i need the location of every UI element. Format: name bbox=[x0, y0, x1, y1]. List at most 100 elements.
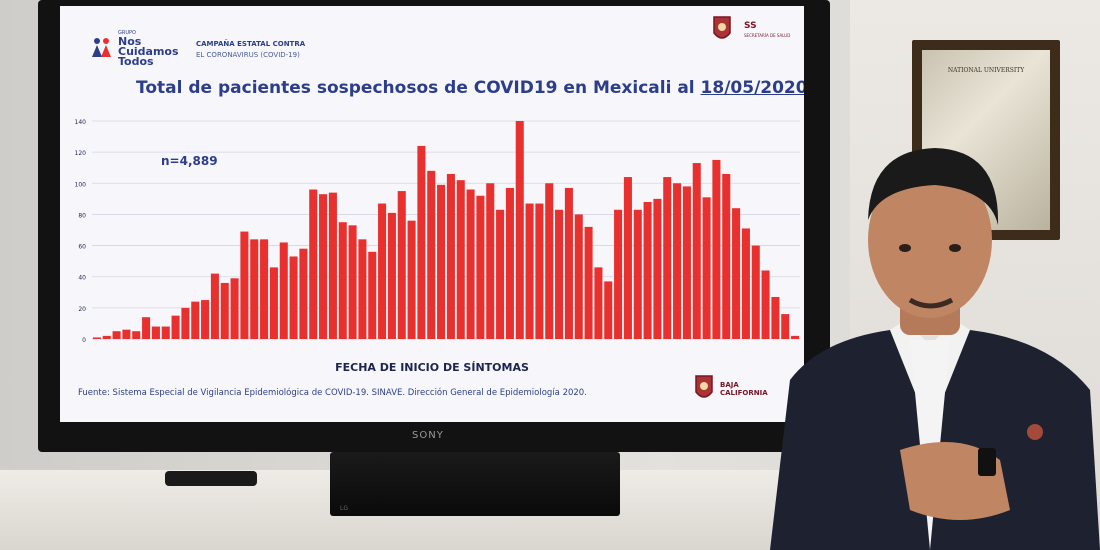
bar-chart: 0 20 40 60 80 100 120 140 bbox=[75, 119, 800, 344]
bar bbox=[446, 173, 455, 339]
bar bbox=[407, 220, 416, 339]
bar bbox=[240, 231, 249, 339]
bar bbox=[358, 239, 367, 339]
bar bbox=[505, 187, 514, 339]
bc-line-1: BAJA bbox=[720, 381, 739, 389]
bar bbox=[417, 145, 426, 339]
bar bbox=[525, 203, 534, 339]
title-prefix: Total de pacientes sospechosos de COVID1… bbox=[136, 78, 701, 98]
bar bbox=[732, 208, 741, 339]
bar bbox=[191, 301, 200, 339]
bar bbox=[250, 239, 259, 339]
remote-control bbox=[165, 471, 257, 486]
bar bbox=[682, 186, 691, 339]
bar bbox=[289, 256, 298, 339]
bar bbox=[397, 191, 406, 339]
bar bbox=[545, 183, 554, 339]
bar bbox=[92, 337, 101, 339]
shield-icon bbox=[695, 375, 713, 398]
title-date: 18/05/2020 bbox=[700, 78, 804, 98]
bar bbox=[574, 214, 583, 339]
bar bbox=[171, 315, 180, 339]
bar bbox=[515, 121, 524, 339]
bar bbox=[555, 209, 564, 339]
bar bbox=[102, 335, 111, 339]
tv-brand-label: SONY bbox=[412, 430, 444, 441]
y-tick-label: 100 bbox=[75, 181, 87, 188]
logo-small-text: GRUPO bbox=[118, 30, 136, 36]
sample-size-label: n=4,889 bbox=[161, 154, 218, 168]
bar bbox=[210, 273, 219, 339]
bar bbox=[151, 326, 160, 339]
family-icon bbox=[92, 38, 111, 57]
bar bbox=[712, 159, 721, 339]
y-tick-label: 20 bbox=[78, 306, 86, 313]
bar bbox=[279, 242, 288, 339]
bar bbox=[741, 228, 750, 339]
bar bbox=[427, 170, 436, 339]
bar bbox=[132, 331, 141, 339]
bar bbox=[476, 195, 485, 339]
bar bbox=[368, 251, 377, 339]
y-tick-label: 80 bbox=[78, 212, 86, 219]
bar bbox=[328, 192, 337, 339]
bar bbox=[112, 331, 121, 339]
bar bbox=[673, 183, 682, 339]
bar bbox=[692, 163, 701, 339]
bar bbox=[122, 329, 131, 339]
bar bbox=[230, 278, 239, 339]
campaign-line-1: CAMPAÑA ESTATAL CONTRA bbox=[196, 40, 306, 48]
stand-brand-label: LG bbox=[340, 505, 348, 512]
bar bbox=[643, 201, 652, 339]
bar bbox=[309, 189, 318, 339]
shield-icon bbox=[713, 16, 731, 39]
ss-logo-label: SS bbox=[744, 21, 757, 31]
bar bbox=[161, 326, 170, 339]
y-tick-label: 0 bbox=[82, 337, 86, 344]
bar bbox=[220, 282, 229, 339]
bar bbox=[496, 209, 505, 339]
bar bbox=[604, 281, 613, 339]
y-tick-label: 60 bbox=[78, 244, 86, 251]
bar bbox=[466, 189, 475, 339]
bar bbox=[633, 209, 642, 339]
bar bbox=[338, 222, 347, 339]
bar bbox=[702, 197, 711, 339]
campaign-text: CAMPAÑA ESTATAL CONTRA EL CORONAVIRUS (C… bbox=[196, 39, 356, 61]
presentation-slide: GRUPO Nos Cuidamos Todos CAMPAÑA ESTATAL… bbox=[60, 6, 804, 422]
bar bbox=[653, 198, 662, 339]
speaker-person bbox=[770, 148, 1100, 550]
tv-stand bbox=[330, 452, 620, 516]
campaign-line-2: EL CORONAVIRUS (COVID-19) bbox=[196, 51, 300, 59]
bar bbox=[594, 267, 603, 339]
bar bbox=[201, 300, 210, 339]
bar bbox=[378, 203, 387, 339]
bar bbox=[456, 180, 465, 339]
y-tick-label: 40 bbox=[78, 275, 86, 282]
source-note: Fuente: Sistema Especial de Vigilancia E… bbox=[78, 388, 587, 398]
bar bbox=[535, 203, 544, 339]
bar bbox=[761, 270, 770, 339]
bar bbox=[771, 296, 780, 339]
plaque-text: NATIONAL UNIVERSITY bbox=[947, 67, 1025, 74]
bar bbox=[437, 184, 446, 339]
bar bbox=[142, 317, 151, 339]
bar bbox=[181, 307, 190, 339]
bar bbox=[486, 183, 495, 339]
bar bbox=[260, 239, 269, 339]
x-axis-title: FECHA DE INICIO DE SÍNTOMAS bbox=[335, 361, 529, 374]
bar bbox=[584, 226, 593, 339]
y-tick-label: 120 bbox=[75, 150, 87, 157]
bar bbox=[564, 187, 573, 339]
bar bbox=[614, 209, 623, 339]
baja-california-logo: BAJA CALIFORNIA bbox=[720, 381, 780, 397]
bar bbox=[387, 212, 396, 339]
bar bbox=[623, 177, 632, 339]
bar bbox=[663, 177, 672, 339]
bar bbox=[299, 248, 308, 339]
bar bbox=[269, 267, 278, 339]
bar bbox=[722, 173, 731, 339]
bar bbox=[319, 194, 328, 339]
slide-title: Total de pacientes sospechosos de COVID1… bbox=[136, 78, 804, 98]
logo-text: Nos Cuidamos Todos bbox=[118, 35, 179, 68]
